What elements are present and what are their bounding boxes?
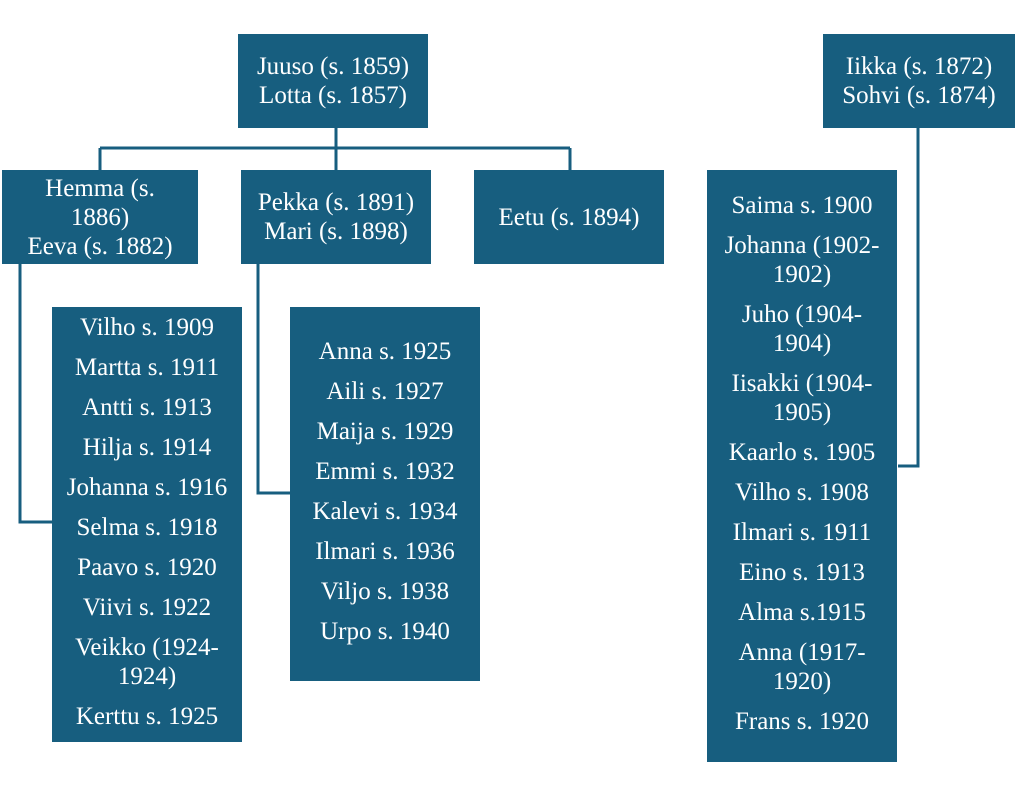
child-item: Kalevi s. 1934 bbox=[312, 498, 458, 525]
child-item: Vilho s. 1908 bbox=[735, 479, 869, 506]
child-item: Selma s. 1918 bbox=[76, 514, 218, 541]
children-list-hemma: Vilho s. 1909 Martta s. 1911 Antti s. 19… bbox=[52, 307, 242, 742]
child-item: Veikko (1924- 1924) bbox=[75, 634, 219, 690]
child-item: Juho (1904- 1904) bbox=[741, 301, 863, 357]
child-item: Anna (1917- 1920) bbox=[738, 639, 866, 695]
family-pekka-line-1: Pekka (s. 1891) bbox=[257, 189, 415, 216]
child-item: Urpo s. 1940 bbox=[320, 618, 450, 645]
family-box-iikka: Iikka (s. 1872) Sohvi (s. 1874) bbox=[823, 34, 1015, 128]
child-item: Eino s. 1913 bbox=[739, 559, 865, 586]
child-item: Alma s.1915 bbox=[738, 599, 866, 626]
family-juuso-line-2: Lotta (s. 1857) bbox=[259, 82, 407, 109]
child-item: Viljo s. 1938 bbox=[320, 578, 450, 605]
child-item: Hilja s. 1914 bbox=[82, 434, 212, 461]
children-list-iikka: Saima s. 1900 Johanna (1902- 1902) Juho … bbox=[707, 170, 897, 762]
child-item: Vilho s. 1909 bbox=[80, 314, 214, 341]
family-juuso-line-1: Juuso (s. 1859) bbox=[256, 53, 410, 80]
family-iikka-line-2: Sohvi (s. 1874) bbox=[842, 82, 996, 109]
child-item: Maija s. 1929 bbox=[316, 418, 454, 445]
child-item: Emmi s. 1932 bbox=[315, 458, 455, 485]
child-item: Antti s. 1913 bbox=[82, 394, 212, 421]
family-box-eetu: Eetu (s. 1894) bbox=[474, 170, 664, 264]
child-item: Ilmari s. 1936 bbox=[315, 538, 455, 565]
child-item: Johanna s. 1916 bbox=[66, 474, 228, 501]
connector-iikka-children bbox=[898, 128, 920, 468]
family-box-hemma: Hemma (s. 1886) Eeva (s. 1882) bbox=[2, 170, 198, 264]
connector-juuso-children bbox=[98, 128, 572, 170]
child-item: Kaarlo s. 1905 bbox=[728, 439, 876, 466]
family-hemma-line-2: 1886) bbox=[70, 203, 130, 231]
connector-pekka-children bbox=[256, 264, 290, 495]
child-item: Iisakki (1904- 1905) bbox=[731, 370, 873, 426]
connector-hemma-children bbox=[18, 264, 52, 524]
child-item: Paavo s. 1920 bbox=[77, 554, 217, 581]
family-box-juuso: Juuso (s. 1859) Lotta (s. 1857) bbox=[238, 34, 428, 128]
family-eetu-line-1: Eetu (s. 1894) bbox=[498, 203, 640, 231]
child-item: Frans s. 1920 bbox=[734, 708, 870, 735]
child-item: Viivi s. 1922 bbox=[82, 594, 212, 621]
child-item: Johanna (1902- 1902) bbox=[724, 232, 880, 288]
child-item: Aili s. 1927 bbox=[326, 378, 444, 405]
family-box-pekka: Pekka (s. 1891) Mari (s. 1898) bbox=[241, 170, 431, 264]
family-iikka-line-1: Iikka (s. 1872) bbox=[845, 53, 993, 80]
child-item: Saima s. 1900 bbox=[731, 192, 873, 219]
family-hemma-line-1: Hemma (s. bbox=[45, 174, 155, 202]
child-item: Martta s. 1911 bbox=[74, 354, 220, 381]
child-item: Kerttu s. 1925 bbox=[75, 703, 219, 730]
family-hemma-line-3: Eeva (s. 1882) bbox=[27, 232, 173, 260]
family-pekka-line-2: Mari (s. 1898) bbox=[264, 218, 408, 245]
children-list-pekka: Anna s. 1925 Aili s. 1927 Maija s. 1929 … bbox=[290, 307, 480, 681]
child-item: Anna s. 1925 bbox=[318, 338, 452, 365]
child-item: Ilmari s. 1911 bbox=[732, 519, 872, 546]
